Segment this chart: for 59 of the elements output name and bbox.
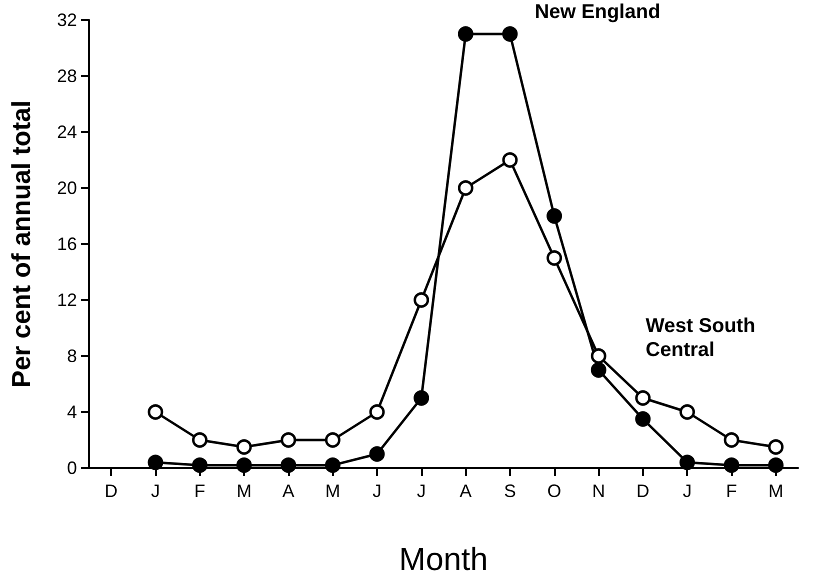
point <box>768 439 784 455</box>
point <box>414 292 430 308</box>
point <box>280 432 296 448</box>
x-tick-label: J <box>150 481 160 501</box>
point <box>635 390 651 406</box>
point <box>236 439 252 455</box>
x-tick-label: A <box>282 481 294 501</box>
x-tick-label: F <box>194 481 206 501</box>
x-tick-label: M <box>236 481 252 501</box>
y-tick-label: 20 <box>56 178 77 198</box>
x-tick-label: F <box>726 481 738 501</box>
y-tick-label: 0 <box>66 458 77 478</box>
point <box>502 26 518 42</box>
point <box>590 362 606 378</box>
point <box>590 348 606 364</box>
point <box>192 432 208 448</box>
point <box>414 390 430 406</box>
point <box>324 457 340 473</box>
x-tick-label: O <box>547 481 562 501</box>
y-tick-label: 24 <box>56 122 77 142</box>
x-tick-label: D <box>104 481 118 501</box>
y-tick-label: 28 <box>56 66 77 86</box>
point <box>635 411 651 427</box>
y-tick-label: 4 <box>66 402 77 422</box>
point <box>679 404 695 420</box>
y-tick-label: 8 <box>66 346 77 366</box>
point <box>148 404 164 420</box>
x-tick-label: J <box>682 481 692 501</box>
point <box>768 457 784 473</box>
x-tick-label: S <box>504 481 516 501</box>
x-tick-label: N <box>592 481 606 501</box>
point <box>192 457 208 473</box>
x-tick-label: M <box>325 481 340 501</box>
point <box>369 446 385 462</box>
x-tick-label: M <box>768 481 784 501</box>
x-tick-label: A <box>460 481 472 501</box>
point <box>236 457 252 473</box>
y-tick-label: 12 <box>56 290 77 310</box>
y-tick-label: 32 <box>56 10 77 30</box>
point <box>280 457 296 473</box>
point <box>458 180 474 196</box>
x-tick-label: J <box>372 481 382 501</box>
point <box>724 432 740 448</box>
point <box>324 432 340 448</box>
x-tick-label: J <box>416 481 426 501</box>
x-tick-label: D <box>636 481 650 501</box>
series-label: West South Central <box>646 315 761 361</box>
point <box>679 454 695 470</box>
series-label: New England <box>534 1 660 23</box>
y-axis-title: Per cent of annual total <box>6 100 36 388</box>
point <box>724 457 740 473</box>
point <box>148 454 164 470</box>
x-axis-title: Month <box>399 541 488 577</box>
y-tick-label: 16 <box>56 234 77 254</box>
point <box>546 250 562 266</box>
point <box>502 152 518 168</box>
point <box>546 208 562 224</box>
point <box>458 26 474 42</box>
point <box>369 404 385 420</box>
